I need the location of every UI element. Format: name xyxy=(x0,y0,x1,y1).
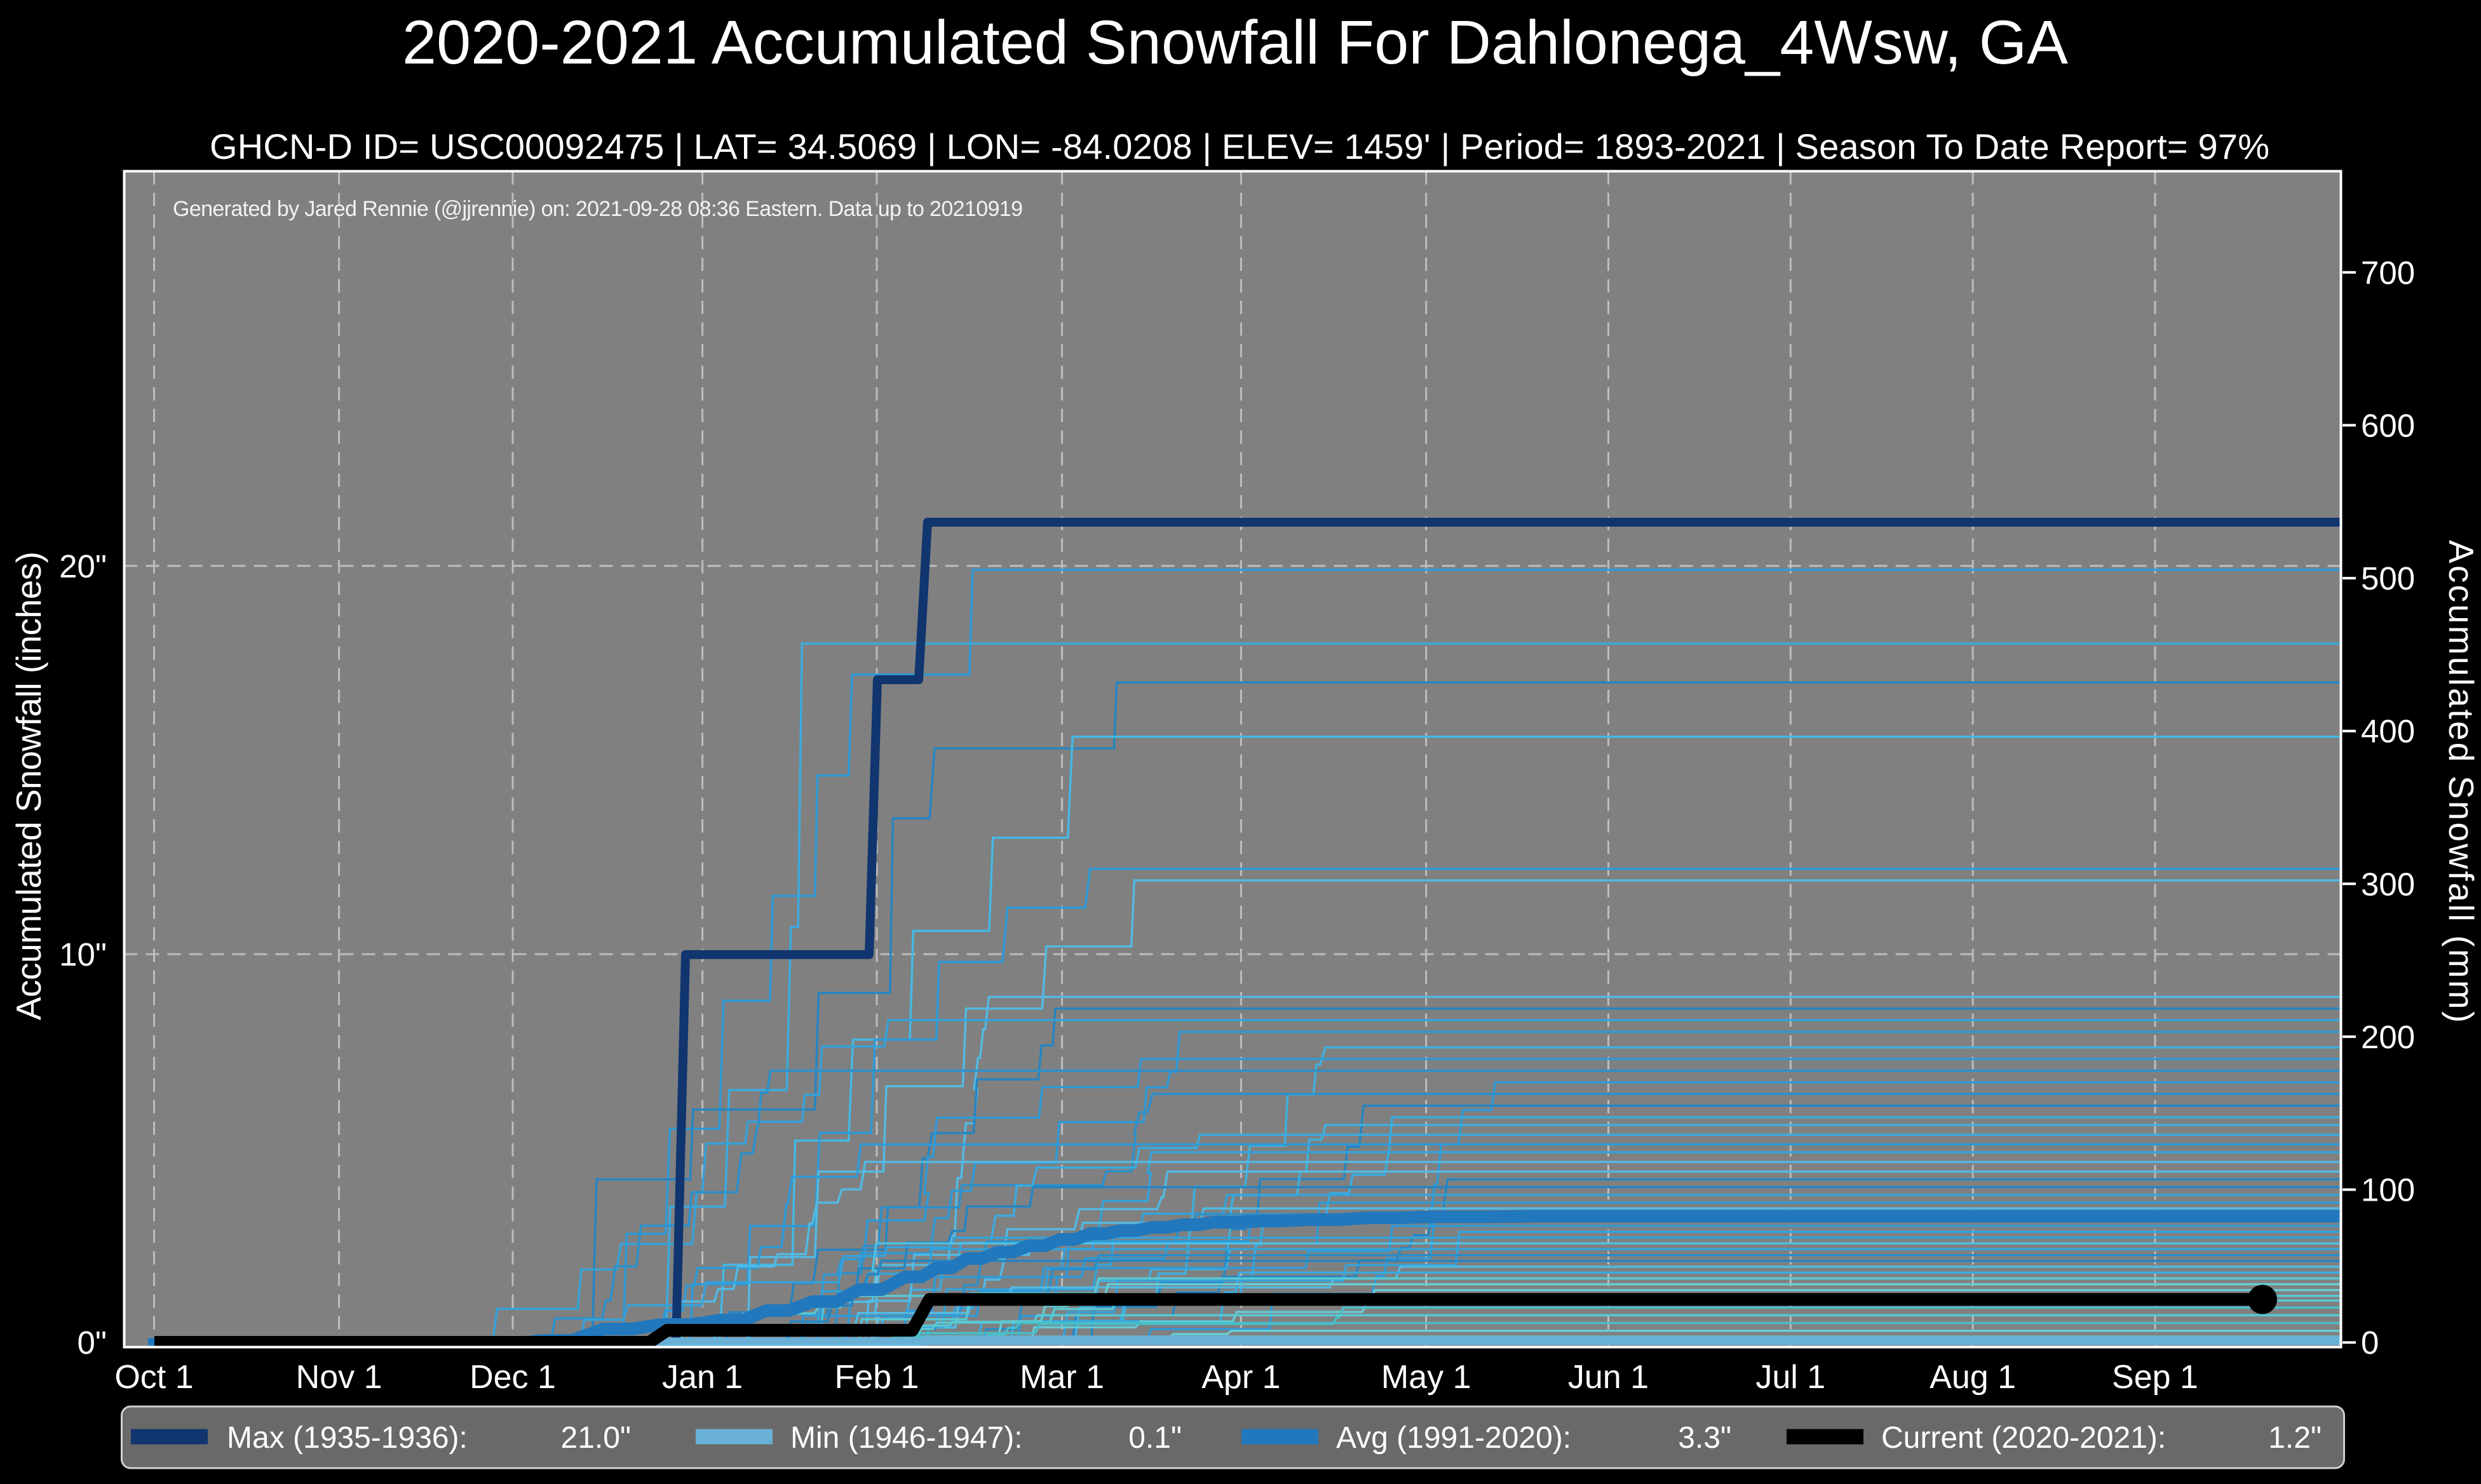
svg-text:May 1: May 1 xyxy=(1381,1359,1471,1396)
svg-text:20": 20" xyxy=(59,548,107,584)
svg-text:400: 400 xyxy=(2361,713,2415,750)
svg-text:200: 200 xyxy=(2361,1019,2415,1055)
svg-text:Dec 1: Dec 1 xyxy=(470,1359,556,1396)
svg-text:100: 100 xyxy=(2361,1172,2415,1208)
svg-text:Oct 1: Oct 1 xyxy=(114,1359,193,1396)
svg-text:2020-2021 Accumulated Snowfall: 2020-2021 Accumulated Snowfall For Dahlo… xyxy=(402,8,2068,77)
svg-text:Accumulated Snowfall (mm): Accumulated Snowfall (mm) xyxy=(2442,540,2481,1023)
svg-text:0: 0 xyxy=(2361,1325,2379,1361)
svg-text:Apr 1: Apr 1 xyxy=(1201,1359,1280,1396)
svg-text:Current (2020-2021):: Current (2020-2021): xyxy=(1881,1421,2166,1455)
svg-text:Jan 1: Jan 1 xyxy=(662,1359,743,1396)
svg-text:0.1": 0.1" xyxy=(1128,1421,1182,1455)
svg-text:21.0": 21.0" xyxy=(561,1421,631,1455)
svg-text:Jun 1: Jun 1 xyxy=(1568,1359,1649,1396)
svg-text:3.3": 3.3" xyxy=(1678,1421,1731,1455)
svg-text:Sep 1: Sep 1 xyxy=(2112,1359,2198,1396)
svg-text:Max (1935-1936):: Max (1935-1936): xyxy=(227,1421,468,1455)
svg-text:Min (1946-1947):: Min (1946-1947): xyxy=(790,1421,1023,1455)
svg-text:600: 600 xyxy=(2361,407,2415,443)
svg-text:0": 0" xyxy=(78,1325,107,1361)
svg-text:1.2": 1.2" xyxy=(2268,1421,2322,1455)
svg-text:Mar 1: Mar 1 xyxy=(1020,1359,1104,1396)
svg-text:Aug 1: Aug 1 xyxy=(1930,1359,2016,1396)
svg-text:300: 300 xyxy=(2361,866,2415,902)
svg-text:Accumulated Snowfall (inches): Accumulated Snowfall (inches) xyxy=(9,551,48,1020)
svg-text:GHCN-D ID= USC00092475 | LAT=: GHCN-D ID= USC00092475 | LAT= 34.5069 | … xyxy=(210,126,2269,166)
svg-text:Nov 1: Nov 1 xyxy=(296,1359,382,1396)
svg-text:Avg (1991-2020):: Avg (1991-2020): xyxy=(1336,1421,1571,1455)
svg-text:Feb 1: Feb 1 xyxy=(835,1359,919,1396)
svg-text:10": 10" xyxy=(59,936,107,973)
svg-text:700: 700 xyxy=(2361,255,2415,291)
svg-text:Generated by Jared Rennie (@jj: Generated by Jared Rennie (@jjrennie) on… xyxy=(173,197,1023,221)
svg-text:500: 500 xyxy=(2361,560,2415,597)
svg-text:Jul 1: Jul 1 xyxy=(1755,1359,1825,1396)
